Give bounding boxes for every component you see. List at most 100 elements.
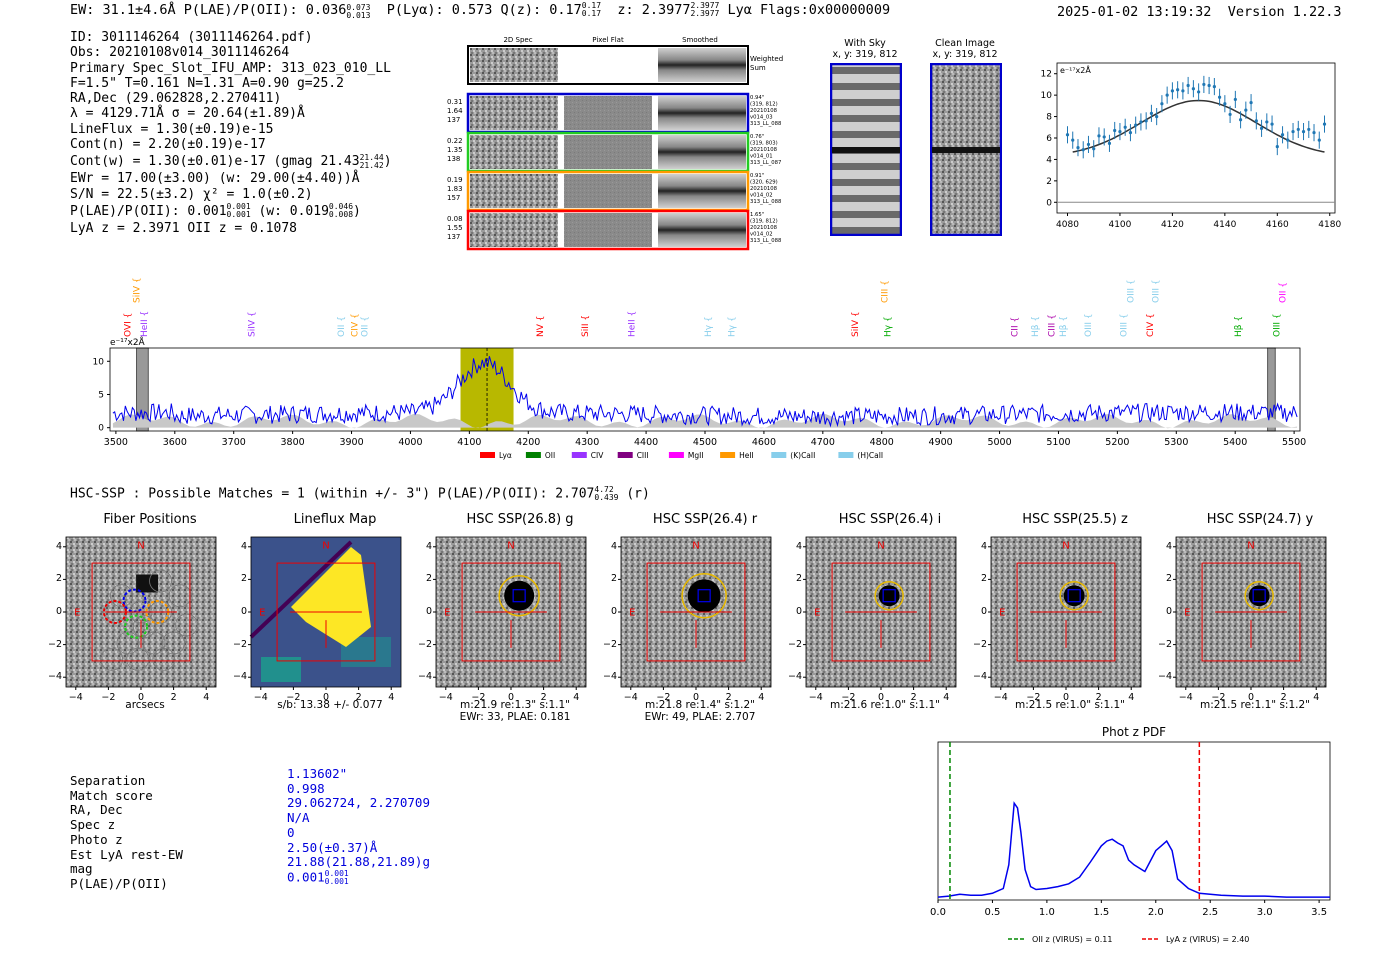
line-label: OIII { (1272, 313, 1282, 337)
spec-row-smooth (658, 174, 746, 208)
row-a: 0.19 (447, 176, 463, 184)
fiber-circle (100, 647, 124, 671)
legend-swatch (617, 452, 633, 458)
spec-xtick-label: 4100 (457, 437, 481, 448)
row-info: 313_LL_088 (750, 199, 782, 205)
cutout-panel: HSC SSP(25.5) z N E −4 −2 0 2 4 −4 −2 0 2 4 m:21.5 re… (973, 512, 1155, 711)
row-a: 0.08 (447, 215, 463, 223)
zoom-ytick-label: 8 (1046, 113, 1052, 123)
info-lyaz: LyA z = 2.3971 OII z = 0.1078 (70, 220, 297, 236)
zoom-point (1139, 120, 1143, 124)
cutout-panel: HSC SSP(24.7) y N E −4 −2 0 2 4 −4 −2 0 2 4 m:21.5 re… (1158, 512, 1340, 711)
zoom-point (1102, 135, 1106, 139)
cutout-ytick-label: 0 (610, 606, 617, 617)
zoom-point (1123, 125, 1127, 129)
cutout-title: Fiber Positions (103, 512, 197, 527)
zoom-point (1228, 112, 1232, 117)
zoom-point (1097, 134, 1101, 138)
row-b: 1.35 (447, 146, 463, 154)
zoom-xtick-label: 4100 (1108, 220, 1131, 230)
cutout-title: HSC SSP(26.4) r (652, 512, 758, 527)
zoom-point (1118, 129, 1122, 134)
zoom-point (1223, 102, 1227, 106)
spec-row-smooth (658, 213, 746, 247)
line-label: OII { (337, 316, 347, 337)
cutout-image: N E −4 −2 0 2 4 (433, 536, 587, 703)
cutout-xtick-label: −4 (1179, 692, 1193, 703)
zoom-point (1155, 114, 1159, 119)
cutout-ytick-label: 4 (980, 540, 987, 552)
line-label: HeII { (627, 311, 637, 337)
spec-unit-label: e⁻¹⁷x2Å (110, 336, 146, 348)
zoom-point (1202, 82, 1206, 87)
info-radec: RA,Dec (29.062828,2.270411) (70, 91, 282, 107)
weighted-label-2: Sum (750, 64, 766, 72)
value-plae-main: 0.001 (287, 869, 325, 885)
spec-xtick-label: 4500 (693, 437, 717, 448)
east-label: E (999, 607, 1005, 618)
weighted-2d (470, 48, 558, 82)
cutout-ytick-label: 0 (55, 606, 62, 617)
cutout-xtick-label: −2 (471, 692, 485, 703)
cutout-ytick-label: 4 (55, 540, 62, 552)
zoom-point (1092, 147, 1096, 151)
line-label: SiIV { (851, 311, 861, 337)
cutout-ytick-label: −4 (602, 671, 617, 683)
row-info: v014_02 (750, 232, 773, 238)
cutout-ytick-label: 2 (55, 573, 62, 585)
cutout-ytick-label: 0 (980, 606, 987, 617)
zoom-point (1144, 119, 1148, 123)
photz-pdf-chart: Phot z PDF 0.0 0.5 1.0 1.5 2.0 2.5 3.0 3.5 OII z … (930, 725, 1331, 944)
summary-header: EW: 31.1±4.6Å P(LAE)/P(OII): 0.036 0.073 0… (70, 1, 890, 20)
value-plae: 0.001 0.001 0.001 (287, 869, 430, 886)
cutout-xtick-label: −4 (809, 692, 823, 703)
fiber-circle (152, 647, 176, 671)
with-sky-image (830, 63, 902, 236)
label-mag: mag (70, 861, 93, 877)
zoom-point (1170, 89, 1174, 93)
zoom-point (1296, 127, 1300, 132)
line-label: Hβ { (1059, 316, 1069, 337)
info-contn: Cont(n) = 2.20(±0.19)e-17 (70, 137, 266, 153)
spec-row-2d (470, 135, 558, 169)
info-ewr: EWr = 17.00(±3.00) (w: 29.00(±4.40))Å (70, 171, 360, 187)
cutout-xtick-label: −4 (254, 692, 268, 703)
row-info: v014_01 (750, 154, 773, 160)
cutout-xtick-label: 4 (573, 692, 579, 703)
row-info: 20210108 (750, 108, 778, 114)
spec-row-flat (564, 213, 652, 247)
cutout-ytick-label: 2 (795, 573, 802, 585)
zoom-xtick-label: 4180 (1318, 220, 1341, 230)
aperture-box (1201, 562, 1301, 662)
spec-xtick-label: 4400 (634, 437, 658, 448)
line-label: SiIV { (247, 311, 257, 337)
zoom-ytick-label: 4 (1046, 155, 1052, 165)
lae-sup: 0.073 (346, 3, 371, 12)
zoom-point (1280, 133, 1285, 137)
spec-xtick-label: 4800 (870, 437, 894, 448)
row-info: 313_LL_088 (750, 238, 782, 244)
spec-row-flat (564, 96, 652, 130)
spectrum-line (112, 356, 1298, 428)
zoom-ytick-label: 2 (1046, 177, 1052, 187)
spec-row-2d (470, 174, 558, 208)
cutout-ytick-label: −4 (232, 671, 247, 683)
value-mag: 21.88(21.88,21.89)g (287, 854, 430, 870)
spec2d-grid: 2D Spec Pixel Flat Smoothed Weighted Sum… (447, 36, 783, 251)
cutout-caption-2: EWr: 49, PLAE: 2.707 (644, 711, 756, 723)
cutout-xtick-label: −2 (1211, 692, 1225, 703)
zoom-point (1191, 87, 1195, 91)
hsc-sum-sup: 4.72 (594, 485, 614, 494)
q-sup: 0.17 (581, 1, 602, 10)
zoom-point (1207, 83, 1211, 88)
spec-xtick-label: 4300 (575, 437, 599, 448)
source-core (1248, 585, 1270, 607)
source-core (504, 580, 535, 611)
cutout-xtick-label: 2 (356, 692, 362, 703)
row-info: (319, 812) (750, 102, 778, 108)
photz-xtick-label: 0.0 (930, 907, 946, 918)
legend-swatch (525, 452, 541, 458)
contw-text: Cont(w) = 1.30(±0.01)e-17 (gmag 21.43 (70, 154, 360, 170)
spec-xtick-label: 3500 (104, 437, 128, 448)
aperture-box (1016, 562, 1116, 662)
